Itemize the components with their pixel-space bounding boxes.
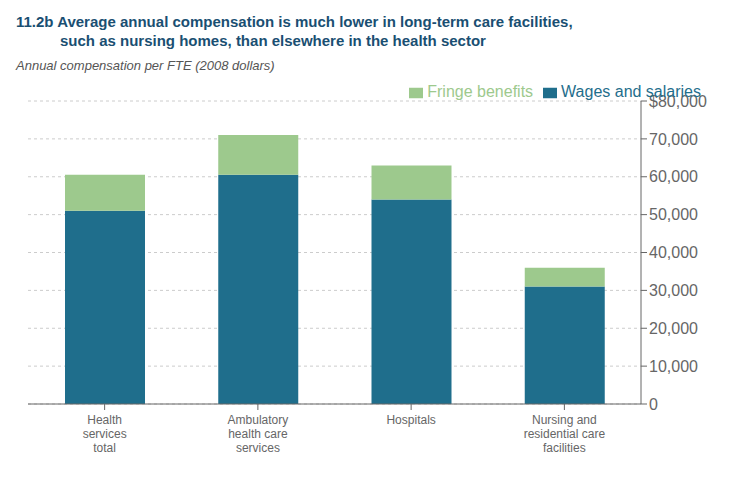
svg-text:Hospitals: Hospitals xyxy=(386,413,435,427)
svg-text:$80,000: $80,000 xyxy=(649,93,707,110)
svg-text:40,000: 40,000 xyxy=(649,244,698,261)
svg-text:20,000: 20,000 xyxy=(649,320,698,337)
svg-text:Healthservicestotal: Healthservicestotal xyxy=(83,413,127,455)
svg-text:60,000: 60,000 xyxy=(649,168,698,185)
svg-text:0: 0 xyxy=(649,396,658,413)
svg-text:Nursing andresidential carefac: Nursing andresidential carefacilities xyxy=(524,413,606,455)
svg-text:Ambulatoryhealth careservices: Ambulatoryhealth careservices xyxy=(228,413,289,455)
svg-text:50,000: 50,000 xyxy=(649,206,698,223)
svg-text:10,000: 10,000 xyxy=(649,358,698,375)
svg-text:70,000: 70,000 xyxy=(649,131,698,148)
svg-text:30,000: 30,000 xyxy=(649,282,698,299)
